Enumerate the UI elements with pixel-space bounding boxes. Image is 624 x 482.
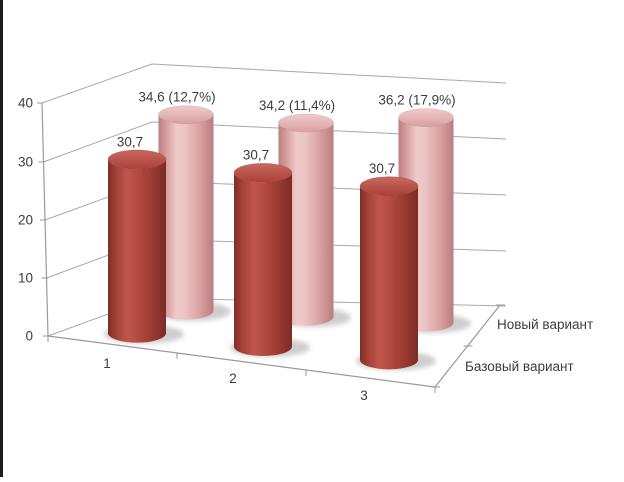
category-label: 2 — [229, 371, 237, 386]
cylinder-base-variant-3 — [360, 186, 418, 370]
category-label: 1 — [103, 356, 111, 371]
cylinder-base-variant-1 — [108, 159, 166, 343]
labels-group: 34,6 (12,7%) 34,2 (11,4%) 36,2 (17,9%) 30,7… — [18, 90, 593, 403]
series-axis-label: Базовый вариант — [465, 359, 574, 374]
cylinder-top — [233, 162, 293, 183]
cylinder-new-variant-1 — [158, 114, 214, 320]
y-tick-label: 0 — [25, 329, 33, 344]
data-label: 34,6 (12,7%) — [138, 90, 215, 105]
cylinder-top — [398, 108, 454, 127]
y-tick-label: 30 — [18, 155, 33, 170]
y-tick-label: 40 — [18, 96, 33, 111]
data-label: 30,7 — [117, 134, 143, 149]
data-label: 30,7 — [243, 148, 269, 163]
data-label: 34,2 (11,4%) — [259, 98, 335, 113]
cylinder-new-variant-2 — [278, 122, 334, 326]
data-label: 30,7 — [369, 161, 395, 176]
category-axis-line — [47, 335, 436, 388]
y-tick-label: 10 — [18, 271, 33, 286]
gridline-backwall — [151, 63, 507, 84]
category-label: 3 — [360, 388, 368, 403]
gridline-leftwall — [43, 121, 153, 163]
cylinder-top — [278, 113, 334, 133]
screenshot-left-border — [0, 0, 3, 477]
series-axis-label: Новый вариант — [497, 317, 593, 332]
cylinder-top — [158, 105, 214, 125]
cylinder-top — [359, 176, 419, 196]
gridline-leftwall — [41, 63, 153, 104]
axes-group — [37, 102, 505, 393]
cylinders-group — [103, 105, 471, 371]
cylinder-top — [107, 149, 167, 170]
data-label: 36,2 (17,9%) — [378, 93, 455, 108]
cylinder-base-variant-2 — [234, 172, 292, 357]
y-tick-label: 20 — [18, 213, 33, 228]
